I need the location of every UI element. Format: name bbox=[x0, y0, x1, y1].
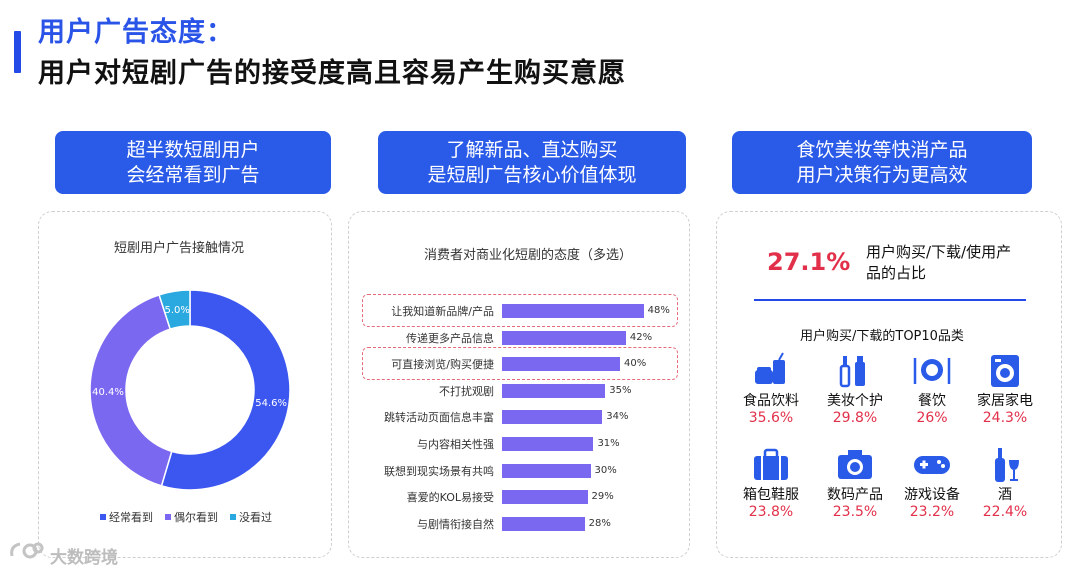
category-pct-5: 23.8% bbox=[748, 504, 794, 520]
category-name-2: 美妆个护 bbox=[827, 393, 883, 409]
page-subtitle: 用户对短剧广告的接受度高且容易产生购买意愿 bbox=[38, 58, 626, 89]
bar-9 bbox=[502, 516, 585, 531]
purchase-rate-value: 27.1% bbox=[767, 248, 851, 276]
donut-slice-label-3: 5.0% bbox=[164, 305, 189, 316]
legend-swatch-2 bbox=[165, 514, 171, 520]
category-item-6: 数码产品 23.5% bbox=[805, 446, 905, 520]
category-pct-6: 23.5% bbox=[832, 504, 878, 520]
summary-pill-2: 了解新品、直达购买 是短剧广告核心价值体现 bbox=[378, 131, 686, 194]
divider bbox=[754, 299, 1026, 301]
legend-item-1: 经常看到 bbox=[100, 509, 153, 525]
cosmetics-icon bbox=[835, 352, 875, 388]
category-name-3: 餐饮 bbox=[918, 393, 946, 409]
bar-value-5: 34% bbox=[606, 411, 629, 423]
category-item-4: 家居家电 24.3% bbox=[955, 352, 1055, 426]
bar-label-3: 可直接浏览/购买便捷 bbox=[391, 358, 494, 372]
category-pct-4: 24.3% bbox=[982, 410, 1028, 426]
bar-label-8: 喜爱的KOL易接受 bbox=[406, 491, 494, 505]
wine-icon bbox=[985, 446, 1025, 482]
category-item-5: 箱包鞋服 23.8% bbox=[721, 446, 821, 520]
pill-1-line2: 会经常看到广告 bbox=[126, 163, 260, 186]
washing-machine-icon bbox=[985, 352, 1025, 388]
donut-title: 短剧用户广告接触情况 bbox=[114, 241, 245, 256]
bar-6 bbox=[502, 437, 594, 451]
category-name-6: 数码产品 bbox=[827, 487, 883, 503]
title-accent-bar bbox=[14, 31, 21, 73]
donut-legend: 经常看到 偶尔看到 没看过 bbox=[100, 509, 272, 525]
bar-value-6: 31% bbox=[597, 438, 620, 449]
highlight-box-1 bbox=[362, 294, 678, 327]
category-item-3: 餐饮 26% bbox=[882, 352, 982, 426]
category-pct-7: 23.2% bbox=[909, 504, 955, 520]
bar-value-2: 42% bbox=[629, 331, 653, 343]
legend-item-3: 没看过 bbox=[230, 509, 272, 525]
category-pct-2: 29.8% bbox=[832, 410, 878, 426]
bar-value-1: 48% bbox=[647, 305, 670, 316]
category-name-5: 箱包鞋服 bbox=[743, 487, 799, 503]
bar-2 bbox=[502, 330, 626, 345]
donut-slice-2 bbox=[89, 293, 173, 487]
bar-label-4: 不打扰观剧 bbox=[439, 384, 494, 398]
pill-3-line2: 用户决策行为更高效 bbox=[796, 163, 968, 186]
category-item-1: 食品饮料 35.6% bbox=[721, 352, 821, 426]
highlight-box-3 bbox=[362, 347, 678, 381]
food-drink-icon bbox=[751, 352, 791, 388]
bar-value-7: 30% bbox=[594, 464, 617, 476]
bar-title: 消费者对商业化短剧的态度（多选） bbox=[424, 248, 633, 263]
category-pct-1: 35.6% bbox=[748, 410, 794, 426]
camera-icon bbox=[835, 446, 875, 482]
summary-pill-1: 超半数短剧用户 会经常看到广告 bbox=[55, 131, 331, 194]
legend-label-3: 没看过 bbox=[239, 511, 272, 524]
donut-slice-label-1: 54.6% bbox=[255, 398, 287, 409]
pill-1-line1: 超半数短剧用户 bbox=[126, 138, 260, 161]
category-name-7: 游戏设备 bbox=[904, 487, 960, 503]
dining-icon bbox=[912, 352, 952, 388]
top10-title: 用户购买/下载的TOP10品类 bbox=[800, 329, 964, 344]
bar-label-6: 与内容相关性强 bbox=[417, 438, 494, 451]
category-item-8: 酒 22.4% bbox=[955, 446, 1055, 520]
category-pct-3: 26% bbox=[916, 410, 948, 426]
bar-label-9: 与剧情衔接自然 bbox=[417, 517, 494, 531]
legend-label-1: 经常看到 bbox=[109, 511, 153, 524]
donut-slice-1 bbox=[160, 289, 291, 491]
category-name-4: 家居家电 bbox=[977, 393, 1033, 409]
category-name-1: 食品饮料 bbox=[743, 393, 799, 409]
donut-slice-3 bbox=[158, 289, 191, 331]
bar-5 bbox=[502, 410, 603, 425]
pill-2-line2: 是短剧广告核心价值体现 bbox=[427, 163, 637, 186]
gamepad-icon bbox=[912, 446, 952, 482]
legend-swatch-3 bbox=[230, 514, 236, 520]
category-item-2: 美妆个护 29.8% bbox=[805, 352, 905, 426]
legend-label-2: 偶尔看到 bbox=[174, 511, 218, 524]
category-pct-8: 22.4% bbox=[982, 504, 1028, 520]
donut-chart: 54.6% 40.4% 5.0% bbox=[89, 289, 291, 491]
watermark-text: 大数跨境 bbox=[50, 548, 118, 568]
donut-slice-label-2: 40.4% bbox=[92, 387, 124, 398]
legend-item-2: 偶尔看到 bbox=[165, 509, 218, 525]
suitcase-icon bbox=[751, 446, 791, 482]
legend-swatch-1 bbox=[100, 514, 106, 520]
bar-value-9: 28% bbox=[588, 517, 611, 529]
bar-label-7: 联想到现实场景有共鸣 bbox=[384, 464, 494, 478]
bar-3 bbox=[502, 357, 620, 372]
pill-2-line1: 了解新品、直达购买 bbox=[446, 138, 618, 161]
bar-1 bbox=[502, 304, 644, 318]
bar-label-1: 让我知道新品牌/产品 bbox=[391, 305, 494, 318]
bar-7 bbox=[502, 463, 591, 478]
bar-value-3: 40% bbox=[624, 358, 647, 370]
bar-4 bbox=[502, 383, 606, 398]
bar-label-2: 传递更多产品信息 bbox=[406, 331, 494, 345]
category-name-8: 酒 bbox=[998, 487, 1012, 503]
bar-8 bbox=[502, 490, 588, 505]
watermark-logo-icon bbox=[10, 542, 44, 559]
purchase-rate-desc: 用户购买/下载/使用产品的占比 bbox=[866, 243, 1012, 282]
bar-value-8: 29% bbox=[591, 491, 614, 503]
page-title: 用户广告态度： bbox=[38, 17, 234, 48]
category-item-7: 游戏设备 23.2% bbox=[882, 446, 982, 520]
pill-3-line1: 食饮美妆等快消产品 bbox=[796, 138, 968, 161]
summary-pill-3: 食饮美妆等快消产品 用户决策行为更高效 bbox=[732, 131, 1032, 194]
bar-value-4: 35% bbox=[609, 384, 632, 396]
bar-label-5: 跳转活动页面信息丰富 bbox=[384, 411, 494, 425]
